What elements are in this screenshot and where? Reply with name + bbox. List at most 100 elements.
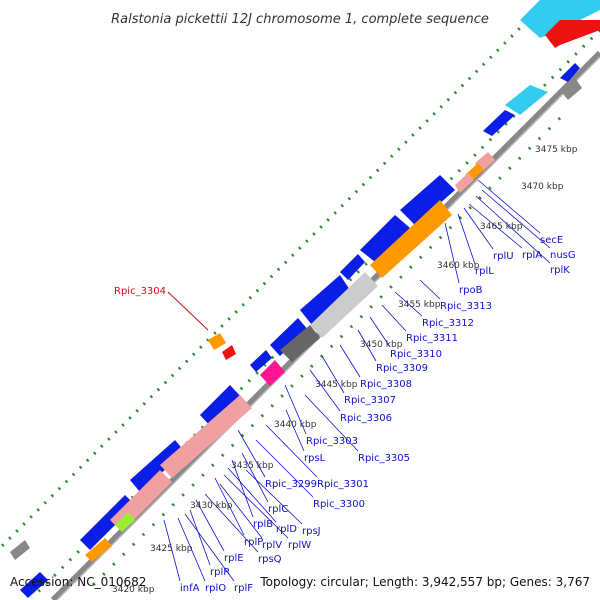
gene-label[interactable]: rplA (468, 203, 542, 261)
gene-label[interactable]: rpoB (444, 222, 483, 296)
gene-label[interactable]: rplB (231, 459, 273, 530)
gene-orange-b[interactable] (85, 538, 112, 562)
gene-blue-c[interactable] (360, 215, 410, 262)
gene-label[interactable]: rplE (195, 499, 244, 564)
gene-grey-2[interactable] (280, 325, 320, 362)
gene-cyan-2[interactable] (505, 85, 548, 115)
gene-blue-f[interactable] (270, 318, 308, 356)
gene-rpic3304-orange[interactable] (208, 333, 226, 350)
gene-magenta[interactable] (260, 360, 285, 386)
gene-label-text[interactable]: Rpic_3301 (317, 479, 369, 490)
gene-label-text[interactable]: Rpic_3300 (313, 499, 365, 510)
gene-rpic3304-red[interactable] (222, 345, 236, 360)
gene-label-text[interactable]: rplV (262, 540, 282, 551)
gene-label-text[interactable]: Rpic_3313 (440, 301, 492, 312)
gene-blue-h[interactable] (200, 385, 242, 428)
gene-label-text[interactable]: rplE (224, 553, 244, 564)
gene-label[interactable]: Rpic_3307 (321, 355, 396, 406)
highlight-gene[interactable]: Rpic_3304 (114, 286, 209, 331)
gene-label-text[interactable]: rplW (288, 540, 311, 551)
gene-label-text[interactable]: nusG (550, 250, 576, 261)
gene-label[interactable]: Rpic_3301 (265, 424, 369, 490)
gene-label[interactable]: Rpic_3311 (381, 304, 458, 344)
gene-label[interactable]: Rpic_3303 (284, 384, 358, 447)
gene-label[interactable]: Rpic_3309 (357, 329, 428, 374)
gene-label-text[interactable]: rplP (244, 537, 263, 548)
gene-label[interactable]: rplW (223, 474, 311, 551)
gene-rpoB[interactable] (370, 200, 452, 278)
gene-label[interactable]: Rpic_3299 (237, 429, 317, 490)
gene-green[interactable] (115, 512, 135, 532)
gene-label-text[interactable]: Rpic_3307 (344, 395, 396, 406)
gene-label[interactable]: Rpic_3300 (255, 439, 365, 510)
gene-label[interactable]: rplC (241, 452, 288, 515)
gene-label-text[interactable]: rplB (253, 519, 273, 530)
gene-label-text[interactable]: Rpic_3311 (406, 333, 458, 344)
gene-label-text[interactable]: Rpic_3308 (360, 379, 412, 390)
gene-label[interactable]: rplU (463, 207, 514, 262)
gene-label[interactable]: Rpic_3310 (369, 316, 442, 360)
gene-label-text[interactable]: infA (180, 583, 200, 594)
gene-label[interactable]: rplF (184, 513, 253, 594)
gene-grey-3[interactable] (10, 540, 30, 560)
gene-blue-rpoC[interactable] (400, 175, 455, 225)
gene-blue-e[interactable] (300, 275, 350, 325)
gene-cyan-1[interactable] (520, 0, 600, 38)
gene-blue-i[interactable] (130, 440, 185, 492)
gene-label[interactable]: Rpic_3313 (419, 279, 492, 312)
gene-label-text[interactable]: rpsQ (258, 554, 282, 565)
gene-label[interactable]: Rpic_3312 (394, 291, 474, 329)
gene-label-text[interactable]: Rpic_3312 (422, 318, 474, 329)
gene-lightgrey-a[interactable] (310, 272, 378, 338)
gene-label-text[interactable]: rplD (276, 524, 297, 535)
gene-label[interactable]: Rpic_3305 (304, 394, 410, 464)
highlight-gene-label[interactable]: Rpic_3304 (114, 286, 166, 297)
gene-label-text[interactable]: rpsL (304, 453, 326, 464)
gene-label[interactable]: rplV (219, 483, 282, 551)
gene-blue-a[interactable] (560, 63, 580, 82)
gene-label[interactable]: infA (163, 519, 200, 594)
gene-label-text[interactable]: rplF (234, 583, 253, 594)
gene-label[interactable]: rpsQ (204, 493, 282, 565)
gene-label-text[interactable]: Rpic_3309 (376, 363, 428, 374)
gene-label-text[interactable]: rplL (475, 266, 494, 277)
gene-grey-1[interactable] (560, 78, 582, 100)
gene-label[interactable]: rpsL (285, 409, 326, 464)
gene-label-text[interactable]: rplR (210, 567, 230, 578)
gene-label[interactable]: rplK (475, 195, 570, 276)
gene-label-text[interactable]: Rpic_3299 (265, 479, 317, 490)
gene-label-text[interactable]: rplK (550, 265, 570, 276)
gene-label-text[interactable]: Rpic_3305 (358, 453, 410, 464)
gene-blue-d[interactable] (340, 254, 365, 280)
gene-label[interactable]: Rpic_3308 (339, 344, 412, 390)
gene-label-text[interactable]: secE (540, 235, 563, 246)
gene-label-text[interactable]: Rpic_3303 (306, 436, 358, 447)
gene-label[interactable]: Rpic_3306 (309, 369, 392, 424)
gene-label[interactable]: nusG (481, 189, 576, 261)
gene-label[interactable]: rplP (214, 477, 263, 548)
gene-red-1[interactable] (545, 20, 600, 48)
gene-blue-g[interactable] (250, 350, 272, 372)
gene-leader-line (468, 203, 523, 249)
gene-label-text[interactable]: rplA (522, 250, 542, 261)
gene-label-text[interactable]: rplU (493, 251, 514, 262)
gene-label[interactable]: rplD (227, 467, 297, 535)
gene-label-text[interactable]: Rpic_3306 (340, 413, 392, 424)
gene-label[interactable]: secE (477, 179, 563, 246)
gene-blue-b[interactable] (483, 110, 515, 136)
gene-label-text[interactable]: rplC (268, 504, 288, 515)
gene-label-text[interactable]: rplO (205, 583, 226, 594)
gene-leader-line (369, 316, 391, 348)
gene-label[interactable]: rplO (177, 517, 226, 594)
gene-label-text[interactable]: rpsJ (302, 526, 321, 537)
gene-blue-k[interactable] (20, 572, 48, 598)
gene-label[interactable]: rplR (189, 509, 230, 578)
gene-label[interactable]: rpsJ (245, 469, 321, 537)
gene-label-text[interactable]: Rpic_3310 (390, 349, 442, 360)
gene-label-text[interactable]: rpoB (459, 285, 483, 296)
gene-pink-b[interactable] (455, 173, 474, 193)
gene-leader-line (381, 304, 407, 332)
gene-label[interactable]: rplL (457, 213, 494, 277)
gc-dots-outer (30, 28, 600, 600)
gene-ribosomal-cluster[interactable] (160, 395, 252, 478)
